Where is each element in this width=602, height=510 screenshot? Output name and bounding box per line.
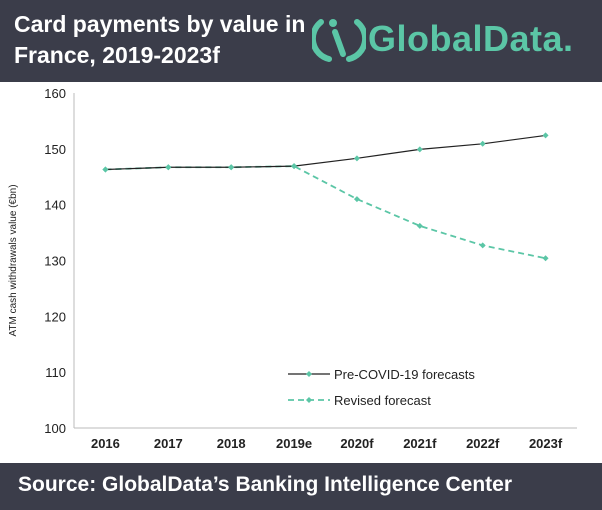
data-point-revised	[416, 222, 423, 229]
data-point-pre-covid	[479, 140, 486, 147]
chart-legend: Pre-COVID-19 forecasts Revised forecast	[288, 367, 475, 408]
data-point-pre-covid	[416, 146, 423, 153]
y-tick-label: 130	[44, 254, 66, 269]
series-line-revised	[105, 165, 546, 260]
legend-marker	[306, 371, 312, 377]
chart-series	[102, 132, 549, 262]
x-tick-label: 2023f	[529, 436, 563, 451]
x-tick-label: 2019e	[276, 436, 312, 451]
globaldata-logo-icon	[309, 19, 369, 62]
y-tick-label: 110	[45, 365, 66, 380]
y-tick-label: 140	[44, 198, 66, 213]
source-note: Source: GlobalData’s Banking Intelligenc…	[18, 473, 513, 496]
x-tick-label: 2016	[91, 436, 120, 451]
x-tick-label: 2020f	[340, 436, 374, 451]
chart-title: Card payments by value in France, 2019-2…	[14, 11, 306, 68]
data-point-pre-covid	[542, 132, 549, 139]
x-tick-label: 2017	[154, 436, 183, 451]
y-tick-label: 150	[44, 142, 66, 157]
data-point-revised	[353, 196, 360, 203]
data-point-revised	[479, 242, 486, 249]
legend-label-revised: Revised forecast	[334, 393, 431, 408]
x-tick-label: 2021f	[403, 436, 437, 451]
data-point-pre-covid	[102, 166, 109, 173]
data-point-revised	[542, 255, 549, 262]
header-bar: Card payments by value in France, 2019-2…	[0, 0, 602, 82]
footer-bar: Source: GlobalData’s Banking Intelligenc…	[0, 463, 602, 510]
x-tick-label: 2022f	[466, 436, 500, 451]
y-tick-label: 100	[44, 421, 66, 436]
series-line-pre-covid	[105, 134, 546, 171]
x-tick-label: 2018	[217, 436, 246, 451]
data-point-pre-covid	[228, 164, 235, 171]
legend-marker	[306, 397, 312, 403]
data-point-pre-covid	[291, 163, 298, 170]
chart-axes: 100 110 120 130 140 150 160 2016 2017 2018 2019e 20…	[8, 86, 577, 451]
line-chart: 100 110 120 130 140 150 160 2016 2017 2018 2019e 20…	[8, 86, 577, 451]
y-tick-label: 120	[44, 309, 66, 324]
y-axis-label: ATM cash withdrawals value (€bn)	[8, 184, 19, 336]
logo-text: GlobalData.	[368, 18, 574, 59]
legend-label-pre-covid: Pre-COVID-19 forecasts	[334, 367, 475, 382]
globaldata-logo: GlobalData.	[309, 10, 594, 70]
data-point-pre-covid	[353, 155, 360, 162]
data-point-pre-covid	[165, 164, 172, 171]
y-tick-label: 160	[44, 86, 66, 101]
